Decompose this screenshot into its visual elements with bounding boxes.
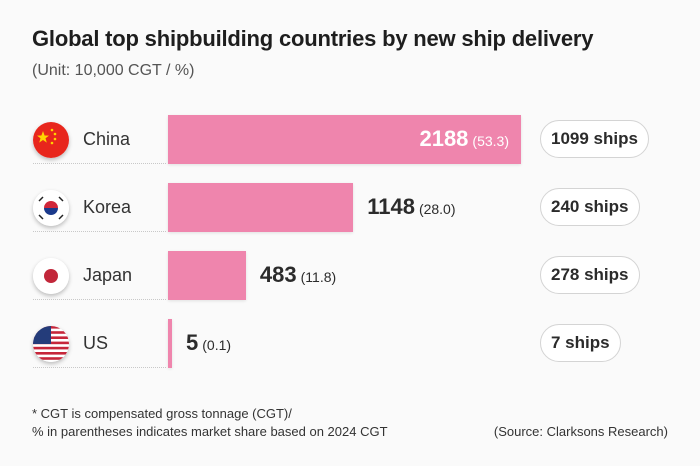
- ships-badge: 278 ships: [540, 256, 640, 294]
- bar-korea: [168, 183, 354, 232]
- bar-japan: [168, 251, 246, 300]
- value-number: 5: [186, 330, 199, 355]
- ships-badge: 1099 ships: [540, 120, 649, 158]
- chart-title: Global top shipbuilding countries by new…: [32, 26, 594, 51]
- value-label: 5 (0.1): [186, 330, 231, 356]
- divider: [33, 231, 166, 232]
- footnote-line-1: * CGT is compensated gross tonnage (CGT)…: [32, 406, 292, 421]
- value-number: 483: [259, 262, 297, 287]
- share-label: (0.1): [202, 337, 232, 353]
- flag-us-icon: [33, 326, 69, 362]
- ships-badge: 240 ships: [540, 188, 640, 226]
- value-label: 1148 (28.0): [367, 194, 455, 220]
- divider: [33, 299, 166, 300]
- flag-china-icon: [33, 122, 69, 158]
- row-korea: Korea 1148 (28.0) 240 ships: [0, 183, 700, 233]
- country-label: China: [83, 129, 131, 149]
- flag-korea-icon: [33, 190, 69, 226]
- value-label: 483 (11.8): [260, 262, 336, 288]
- footnote-line-2: % in parentheses indicates market share …: [32, 424, 388, 439]
- footnote: * CGT is compensated gross tonnage (CGT)…: [32, 405, 388, 441]
- row-us: US 5 (0.1) 7 ships: [0, 319, 700, 369]
- country-label: Japan: [83, 265, 133, 285]
- share-label: (53.3): [472, 133, 509, 149]
- value-label: 2188 (53.3): [419, 126, 509, 152]
- value-number: 2188: [419, 126, 469, 151]
- divider: [33, 367, 166, 368]
- country-label: Korea: [83, 197, 132, 217]
- ships-badge: 7 ships: [540, 324, 621, 362]
- value-number: 1148: [367, 194, 415, 219]
- country-label: US: [83, 333, 109, 353]
- chart-subtitle: (Unit: 10,000 CGT / %): [32, 62, 195, 79]
- divider: [33, 163, 166, 164]
- flag-japan-icon: [33, 258, 69, 294]
- bar-china: [168, 115, 521, 164]
- row-japan: Japan 483 (11.8) 278 ships: [0, 251, 700, 301]
- row-china: China 2188 (53.3) 1099 ships: [0, 115, 700, 165]
- source-text: (Source: Clarksons Research): [493, 424, 668, 439]
- share-label: (11.8): [300, 269, 337, 285]
- share-label: (28.0): [418, 201, 456, 217]
- bar-us: [168, 319, 172, 368]
